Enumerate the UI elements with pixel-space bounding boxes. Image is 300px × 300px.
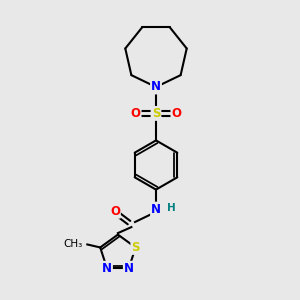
Text: N: N [102,262,112,275]
Text: N: N [151,80,161,94]
Text: O: O [130,107,141,120]
Text: O: O [171,107,182,120]
Text: H: H [167,203,176,213]
Text: S: S [131,241,140,254]
Text: N: N [151,202,161,216]
Text: CH₃: CH₃ [64,239,83,250]
Text: O: O [110,205,120,218]
Text: N: N [124,262,134,275]
Text: S: S [152,107,160,120]
